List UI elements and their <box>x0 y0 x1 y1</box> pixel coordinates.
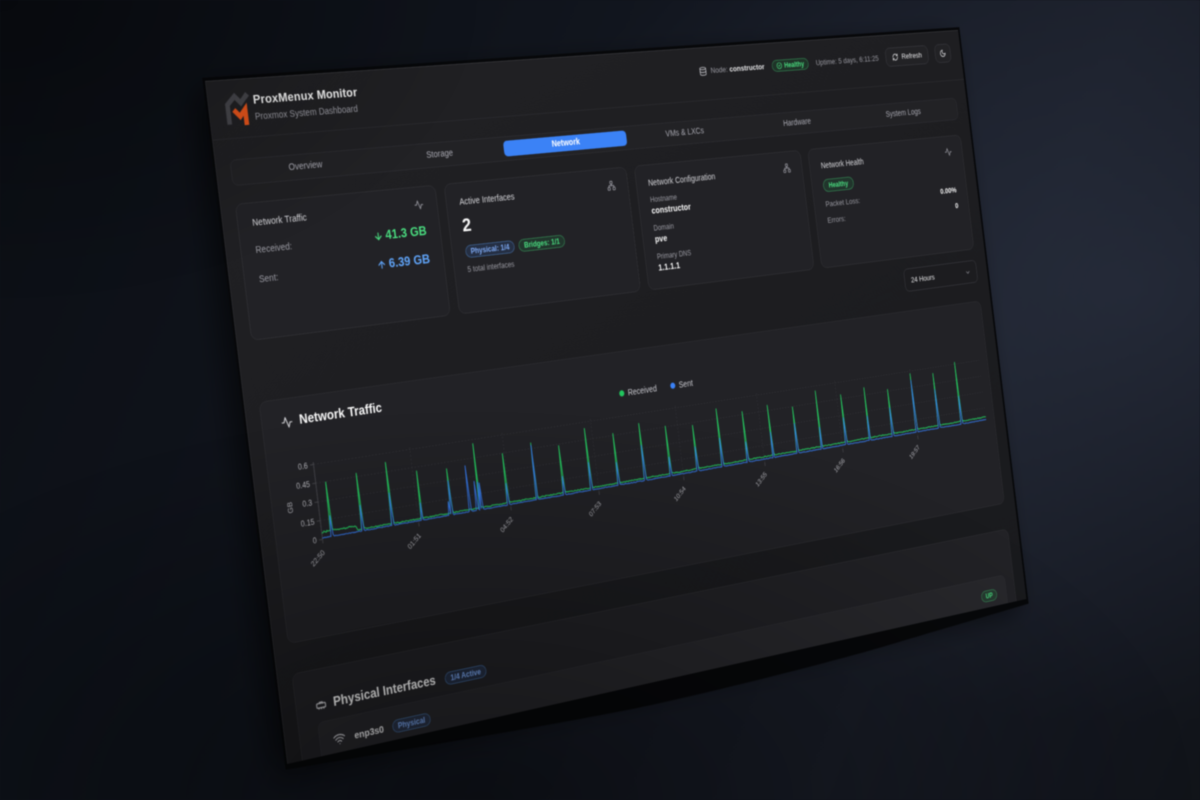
svg-text:19:57: 19:57 <box>908 443 921 460</box>
svg-text:0.3: 0.3 <box>302 498 313 509</box>
svg-text:13:55: 13:55 <box>754 470 768 488</box>
svg-text:01:51: 01:51 <box>406 531 423 551</box>
svg-text:10:54: 10:54 <box>672 485 687 504</box>
svg-text:07:53: 07:53 <box>587 499 602 518</box>
svg-text:22:50: 22:50 <box>309 548 327 568</box>
svg-text:04:52: 04:52 <box>499 515 515 534</box>
svg-text:16:56: 16:56 <box>833 457 847 475</box>
svg-text:0.6: 0.6 <box>297 461 308 472</box>
svg-text:GB: GB <box>286 501 295 514</box>
svg-text:0: 0 <box>312 536 318 546</box>
svg-text:0.45: 0.45 <box>296 480 311 491</box>
svg-text:0.15: 0.15 <box>300 517 315 529</box>
